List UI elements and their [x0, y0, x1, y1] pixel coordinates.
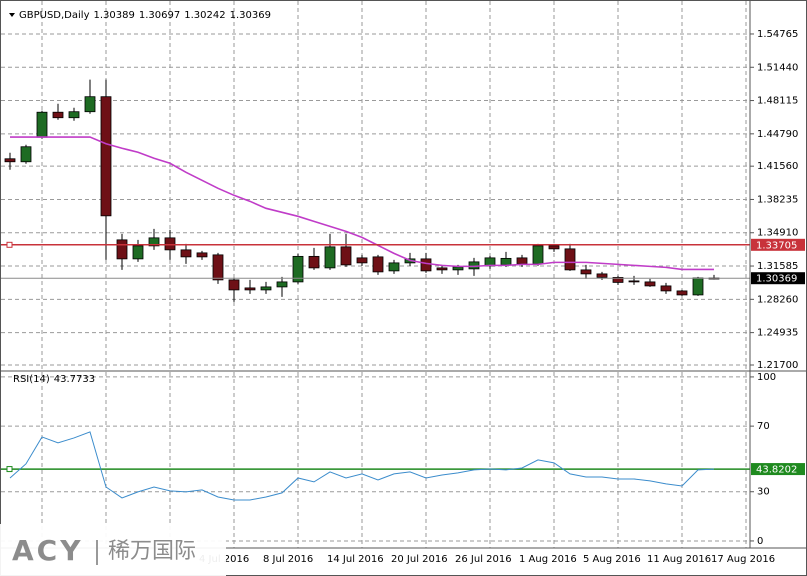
y-tick-label: 70 — [757, 421, 770, 432]
header-part: 1.30242 — [184, 10, 225, 21]
candle-body — [36, 111, 48, 138]
rsi-level-label: 43.8202 — [756, 465, 797, 476]
y-tick-label: 1.48115 — [757, 96, 798, 107]
candle-body — [660, 285, 672, 292]
candle-body — [228, 279, 240, 291]
header-icon — [9, 13, 15, 17]
header-part: GBPUSD,Daily — [19, 10, 90, 21]
candle-body — [68, 111, 80, 119]
x-tick-label: 26 Jul 2016 — [455, 554, 512, 565]
grid — [1, 1, 750, 548]
candle-body — [628, 280, 640, 283]
candle-body — [564, 248, 576, 271]
y-tick-label: 30 — [757, 487, 770, 498]
y-tick-label: 0 — [757, 536, 763, 547]
candle-body — [52, 111, 64, 119]
watermark-brand: ACY — [12, 534, 84, 567]
x-tick-label: 1 Aug 2016 — [519, 554, 577, 565]
current-price-box — [751, 272, 805, 285]
x-tick-label: 17 Aug 2016 — [711, 554, 775, 565]
x-tick-label: 11 Aug 2016 — [647, 554, 711, 565]
candle-body — [676, 290, 688, 296]
candle-body — [180, 249, 192, 258]
candle-body — [84, 96, 96, 113]
x-tick-label: 5 Aug 2016 — [583, 554, 641, 565]
candle-body — [388, 262, 400, 272]
candle-body — [244, 287, 256, 291]
rsi-level-handle — [6, 466, 13, 473]
candle-body — [196, 252, 208, 258]
price-level-box — [751, 238, 805, 251]
watermark-name: 稀万国际 — [108, 539, 196, 564]
watermark: ACY 稀万国际 — [0, 524, 226, 576]
y-tick-label: 1.28260 — [757, 294, 798, 305]
candle-body — [4, 158, 16, 163]
panel-header: GBPUSD,Daily 1.30389 1.30697 1.30242 1.30369 — [19, 10, 271, 21]
header-part: 1.30389 — [94, 10, 135, 21]
candle-body — [308, 255, 320, 269]
candle-body — [20, 146, 32, 163]
price-level-handle — [6, 241, 13, 248]
y-tick-label: 1.31585 — [757, 261, 798, 272]
candle-body — [516, 257, 528, 265]
header-part: 43.7733 — [54, 374, 95, 385]
candle-body — [324, 246, 336, 269]
candle-body — [292, 255, 304, 283]
y-tick-label: 1.24935 — [757, 328, 798, 339]
y-tick-label: 1.21700 — [757, 360, 798, 371]
y-tick-label: 1.38235 — [757, 194, 798, 205]
candle-body — [532, 245, 544, 265]
candle-body — [340, 246, 352, 266]
candle-body — [452, 266, 464, 271]
rsi-line — [9, 431, 715, 501]
candle-body — [260, 286, 272, 291]
candle-body — [436, 267, 448, 271]
candle-body — [148, 237, 160, 247]
current-price-label: 1.30369 — [756, 274, 797, 285]
y-tick-label: 1.41560 — [757, 161, 798, 172]
y-tick-label: 1.34910 — [757, 228, 798, 239]
y-tick-label: 1.51440 — [757, 62, 798, 73]
candle-body — [420, 258, 432, 272]
candle-body — [500, 257, 512, 266]
candle-body — [276, 281, 288, 288]
moving-average — [10, 136, 714, 271]
y-tick-label: 100 — [757, 372, 776, 383]
header-part: 1.30369 — [230, 10, 271, 21]
candle-body — [132, 245, 144, 260]
candle-body — [548, 245, 560, 250]
header-part: RSI(14) — [13, 374, 50, 385]
header-part: 1.30697 — [139, 10, 180, 21]
panel-header: RSI(14) 43.7733 — [13, 374, 95, 385]
y-tick-label: 1.44790 — [757, 129, 798, 140]
candle-body — [644, 281, 656, 287]
x-tick-label: 8 Jul 2016 — [263, 554, 313, 565]
candle-body — [612, 276, 624, 283]
candle-body — [100, 96, 112, 217]
candle-body — [372, 256, 384, 273]
price-level-label: 1.33705 — [756, 240, 797, 251]
y-tick-label: 1.54765 — [757, 29, 798, 40]
rsi-level-box — [751, 463, 805, 476]
candle-body — [580, 269, 592, 275]
watermark-bg — [0, 524, 226, 576]
x-tick-label: 20 Jul 2016 — [391, 554, 448, 565]
x-tick-label: 14 Jul 2016 — [327, 554, 384, 565]
candle-body — [596, 273, 608, 278]
candle-body — [164, 237, 176, 251]
candle-body — [356, 257, 368, 264]
plot — [1, 79, 750, 501]
candle-body — [212, 254, 224, 281]
candle-body — [116, 239, 128, 260]
candle-body — [692, 277, 704, 296]
